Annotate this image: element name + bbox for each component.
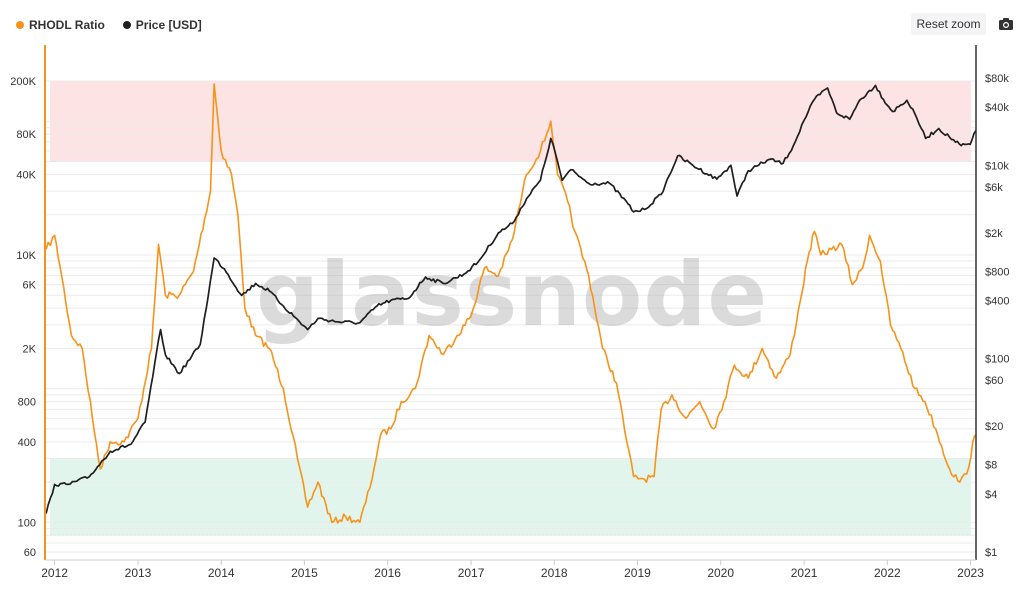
rhodl-legend-dot-icon [16,21,24,29]
x-tick-label: 2012 [41,566,68,580]
x-tick-label: 2013 [125,566,152,580]
left-tick-label: 80K [16,129,36,141]
rhodl-series-line [45,83,976,524]
grid-lines [45,80,976,553]
left-tick-label: 40K [16,169,36,181]
right-tick-label: $800 [985,266,1009,278]
legend-item-price[interactable]: Price [USD] [122,18,202,32]
reset-zoom-button[interactable]: Reset zoom [911,13,986,35]
left-tick-label: 6K [23,280,37,292]
right-tick-label: $2k [985,228,1003,240]
series-layer [45,83,977,524]
left-tick-label: 60 [24,547,36,559]
watermark: glassnode [256,243,768,346]
left-tick-label: 400 [18,437,36,449]
x-tick-label: 2015 [291,566,318,580]
price-legend-dot-icon [122,21,131,29]
camera-icon[interactable] [998,16,1014,32]
right-tick-label: $8 [985,460,997,472]
legend: RHODL Ratio Price [USD] [16,14,202,36]
axes [44,45,977,561]
right-tick-label: $10k [985,160,1009,172]
left-tick-label: 800 [18,397,36,409]
right-tick-label: $6k [985,182,1003,194]
x-tick-label: 2016 [374,566,401,580]
x-tick-label: 2014 [208,566,235,580]
right-tick-label: $100 [985,354,1009,366]
right-tick-label: $20 [985,421,1003,433]
legend-label-price: Price [USD] [135,18,202,32]
left-tick-label: 2K [23,343,37,355]
left-tick-label: 200K [10,76,36,88]
right-tick-label: $40k [985,102,1009,114]
right-tick-label: $400 [985,295,1009,307]
right-axis-ticks: $1 $4 $8 $20 $60 $100 $400 $800 $2k $6k $10k $40k $8… [985,73,1009,559]
right-tick-label: $4 [985,489,997,501]
x-tick-label: 2021 [791,566,818,580]
left-tick-label: 10K [16,250,36,262]
right-tick-label: $80k [985,73,1009,85]
right-tick-label: $60 [985,375,1003,387]
legend-label-rhodl: RHODL Ratio [29,18,105,32]
left-tick-label: 100 [18,517,36,529]
x-axis-ticks: 2012 2013 2014 2015 2016 2017 2018 2019 2020 2021… [41,560,984,580]
bottom-zone-band [50,458,971,536]
x-tick-label: 2018 [541,566,568,580]
right-tick-label: $1 [985,547,997,559]
x-tick-label: 2022 [874,566,901,580]
x-tick-label: 2020 [707,566,734,580]
x-tick-label: 2023 [957,566,984,580]
x-tick-label: 2017 [458,566,485,580]
legend-item-rhodl[interactable]: RHODL Ratio [16,18,105,32]
x-tick-label: 2019 [624,566,651,580]
left-axis-ticks: 60 100 400 800 2K 6K 10K 40K 80K 200K [10,76,36,559]
price-series-line [45,84,977,514]
